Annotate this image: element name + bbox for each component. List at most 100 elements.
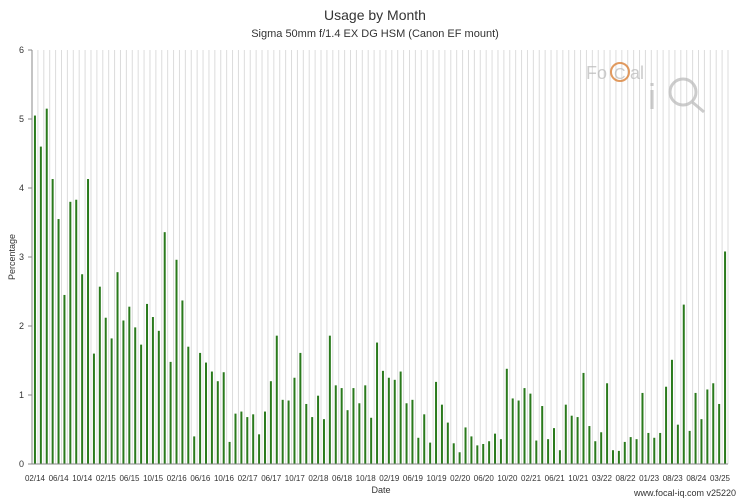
bar: [653, 437, 656, 464]
bar: [611, 450, 614, 464]
bar: [281, 399, 284, 464]
bar: [287, 400, 290, 464]
y-tick-label: 2: [19, 321, 24, 331]
bar: [128, 306, 131, 464]
bar: [134, 327, 137, 464]
y-axis-label: Percentage: [7, 234, 17, 280]
x-tick-label: 02/16: [167, 474, 188, 483]
bar: [305, 403, 308, 464]
bar: [69, 201, 72, 465]
svg-text:al: al: [630, 63, 644, 83]
bar: [187, 346, 190, 464]
bar: [157, 330, 160, 464]
bar: [464, 427, 467, 464]
x-tick-label: 10/14: [72, 474, 93, 483]
y-tick-label: 3: [19, 252, 24, 262]
bar: [311, 417, 314, 464]
bar: [582, 372, 585, 464]
bar: [494, 433, 497, 464]
bar: [205, 362, 207, 464]
bar: [258, 434, 261, 464]
bar: [175, 259, 178, 464]
bar: [234, 413, 237, 464]
bar: [482, 443, 485, 464]
bar: [169, 361, 172, 464]
x-tick-label: 06/18: [332, 474, 353, 483]
x-tick-label: 10/17: [285, 474, 306, 483]
x-tick-label: 06/21: [545, 474, 566, 483]
bar: [700, 419, 703, 464]
bar: [440, 404, 443, 464]
bar: [617, 450, 620, 464]
bar: [57, 219, 60, 464]
bar: [299, 352, 302, 464]
bar: [199, 352, 202, 464]
bar: [92, 353, 95, 464]
bar: [163, 232, 166, 464]
y-tick-label: 5: [19, 114, 24, 124]
bar: [535, 440, 538, 464]
bar: [517, 400, 520, 464]
footer-credit: www.focal-iq.com v25220: [633, 488, 736, 498]
y-tick-label: 6: [19, 45, 24, 55]
bar: [352, 388, 355, 464]
x-tick-label: 06/16: [190, 474, 211, 483]
bar: [81, 274, 84, 464]
bar: [635, 439, 638, 464]
bar: [269, 381, 272, 464]
x-tick-label: 02/17: [238, 474, 259, 483]
bar: [488, 441, 491, 464]
bar: [334, 385, 337, 464]
bar: [364, 385, 367, 464]
x-tick-label: 10/16: [214, 474, 235, 483]
bar: [553, 428, 555, 464]
bar: [340, 388, 343, 464]
bar: [647, 432, 650, 464]
chart-title: Usage by Month: [324, 7, 426, 23]
grid-lines: [31, 50, 729, 464]
x-tick-label: 06/19: [403, 474, 424, 483]
x-tick-label: 08/23: [663, 474, 684, 483]
bar: [523, 388, 526, 464]
bar: [151, 317, 154, 464]
bar: [140, 344, 143, 464]
bar: [623, 441, 626, 464]
bar: [370, 417, 373, 464]
bar: [606, 383, 609, 464]
bar: [33, 115, 36, 465]
y-tick-label: 1: [19, 390, 24, 400]
bar: [393, 379, 396, 464]
bar: [358, 403, 361, 464]
bar: [564, 404, 567, 464]
y-tick-label: 0: [19, 459, 24, 469]
bar: [216, 381, 219, 464]
bar: [670, 359, 673, 464]
bar: [588, 426, 591, 464]
x-tick-label: 10/19: [427, 474, 448, 483]
bar: [75, 199, 78, 465]
bar: [429, 442, 432, 464]
bar: [228, 441, 231, 464]
bar: [659, 432, 662, 464]
bar: [98, 286, 101, 464]
bar: [718, 403, 721, 464]
bar: [263, 411, 266, 464]
bar: [122, 320, 125, 464]
bar: [676, 424, 679, 464]
x-tick-label: 01/23: [639, 474, 660, 483]
x-tick-label: 06/17: [261, 474, 282, 483]
x-tick-label: 10/18: [356, 474, 377, 483]
bar: [724, 251, 727, 464]
bar: [405, 403, 408, 464]
bar: [51, 179, 54, 464]
bar: [63, 294, 66, 464]
bar: [45, 108, 48, 465]
bar: [541, 406, 544, 464]
x-tick-label: 02/19: [379, 474, 400, 483]
x-tick-label: 02/15: [96, 474, 117, 483]
bar: [499, 439, 502, 464]
bar: [293, 377, 296, 464]
x-tick-label: 06/20: [474, 474, 495, 483]
bar: [505, 368, 508, 464]
